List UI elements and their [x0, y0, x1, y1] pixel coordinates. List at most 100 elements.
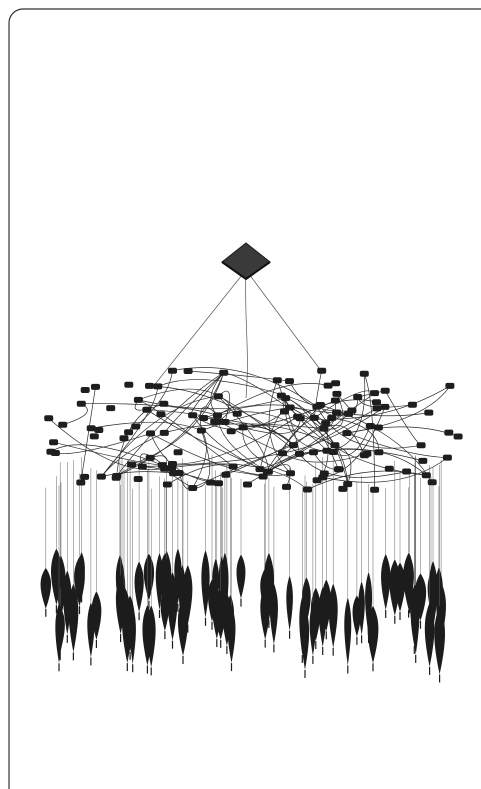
tangle-wire: [299, 453, 407, 478]
connector-node: [276, 392, 286, 399]
connector-node: [370, 390, 379, 397]
connector-node: [330, 397, 340, 404]
tangle-wire: [331, 417, 380, 453]
drop-crystal: [412, 585, 420, 655]
drop-crystal: [227, 605, 236, 664]
connector-nodes: [44, 367, 463, 493]
drop-crystal: [78, 552, 85, 595]
connector-node: [303, 486, 312, 493]
drop-crystal: [40, 567, 52, 609]
drop-crystal: [143, 553, 155, 601]
tangle-wire: [138, 397, 286, 410]
drop-crystal: [424, 602, 435, 667]
drop-crystal: [115, 575, 126, 635]
tangle-wire: [164, 423, 324, 434]
connector-node: [453, 433, 463, 440]
canopy-edge: [221, 261, 271, 281]
connector-node: [145, 382, 154, 389]
connector-node: [424, 409, 434, 416]
tangle-wire: [346, 432, 448, 458]
connector-node: [159, 400, 169, 407]
tangle-wire: [307, 470, 427, 490]
drop-crystal: [434, 606, 445, 675]
connector-node: [407, 401, 417, 408]
connector-node: [282, 483, 291, 490]
tangle-wire: [53, 441, 163, 466]
connector-node: [258, 473, 268, 480]
tangle-wire: [91, 421, 202, 431]
connector-node: [365, 423, 375, 429]
connector-node: [238, 424, 248, 431]
tangle-wire: [150, 433, 291, 476]
tangle-wire: [300, 385, 451, 420]
drop-crystal: [403, 552, 414, 610]
connector-node: [96, 473, 106, 480]
connector-node: [173, 449, 183, 456]
connector-node: [124, 381, 134, 388]
connector-node: [321, 420, 331, 427]
connector-node: [344, 410, 353, 417]
connector-node: [188, 412, 198, 419]
tangle-wire: [314, 400, 336, 427]
connector-node: [278, 450, 287, 457]
connector-node: [196, 427, 206, 434]
connector-node: [255, 466, 265, 473]
tangle-wire: [101, 471, 174, 477]
connector-node: [162, 481, 172, 488]
connector-node: [174, 470, 184, 476]
drop-crystal: [125, 595, 135, 652]
connector-node: [228, 463, 238, 470]
connector-node: [206, 479, 216, 486]
connector-node: [442, 454, 452, 461]
drop-crystal: [358, 581, 365, 636]
connector-node: [199, 415, 209, 421]
tangle-wire: [164, 463, 308, 490]
connector-node: [285, 378, 294, 385]
connector-node: [214, 480, 223, 487]
drop-crystal: [142, 604, 153, 666]
connector-node: [318, 474, 328, 481]
connector-node: [286, 470, 295, 477]
connector-node: [309, 449, 318, 456]
connector-node: [49, 439, 59, 446]
tangle-wire: [200, 406, 218, 431]
drop-crystal: [389, 559, 401, 616]
connector-node: [309, 414, 319, 421]
pendant-drops: [40, 455, 446, 683]
connector-node: [372, 405, 382, 412]
connector-node: [372, 399, 381, 406]
connector-node: [374, 449, 384, 456]
tangle-wire: [289, 407, 349, 485]
connector-node: [76, 400, 86, 407]
connector-node: [418, 457, 428, 464]
connector-node: [384, 465, 394, 472]
drop-crystal: [309, 602, 317, 656]
connector-node: [421, 472, 431, 479]
connector-node: [295, 415, 305, 422]
connector-node: [342, 430, 352, 437]
connector-node: [427, 479, 437, 486]
connector-node: [370, 486, 380, 493]
connector-node: [168, 461, 177, 467]
connector-node: [145, 454, 155, 461]
connector-node: [111, 474, 121, 481]
connector-node: [338, 485, 348, 492]
drop-crystal: [344, 597, 352, 666]
connector-node: [402, 468, 412, 475]
connector-node: [319, 425, 329, 432]
tangle-wire: [116, 372, 224, 477]
drop-crystal: [236, 554, 246, 599]
connector-node: [131, 423, 141, 430]
connector-node: [332, 409, 342, 416]
drop-crystal: [162, 558, 171, 607]
drop-crystal: [68, 583, 79, 653]
connector-node: [317, 367, 327, 374]
wire: [245, 269, 323, 373]
drop-crystal: [302, 577, 311, 624]
wire: [245, 269, 248, 399]
connector-node: [50, 450, 60, 456]
tangle-wire: [157, 379, 318, 407]
drop-crystal: [321, 579, 332, 632]
